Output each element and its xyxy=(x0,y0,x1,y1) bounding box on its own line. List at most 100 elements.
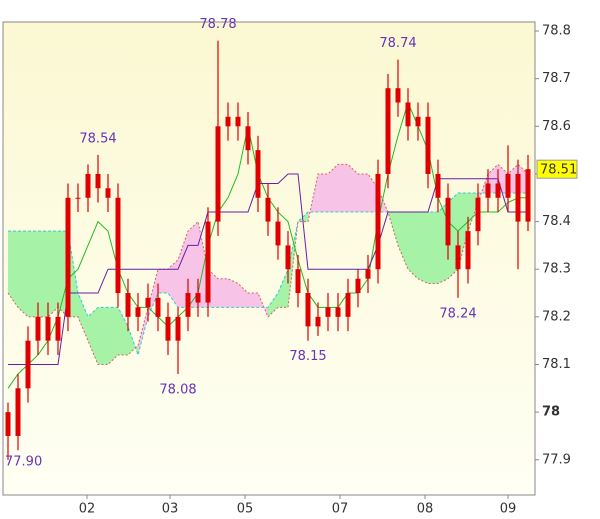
candle-body xyxy=(435,173,441,198)
candle-body xyxy=(245,126,251,151)
x-tick-label: 03 xyxy=(162,502,179,517)
span-a-line xyxy=(8,192,528,357)
candle-body xyxy=(475,197,481,232)
candle-body xyxy=(415,116,421,127)
candle-body xyxy=(255,150,261,198)
cloud-segment xyxy=(218,278,228,308)
cloud-segment xyxy=(188,221,198,308)
cloud-segment xyxy=(328,164,338,213)
cloud-segment xyxy=(248,293,258,308)
x-tick-label: 09 xyxy=(500,502,517,517)
cloud-segment xyxy=(478,173,488,203)
cloud-segment xyxy=(78,293,88,341)
candle-body xyxy=(25,340,31,389)
candle-body xyxy=(295,269,301,294)
candle-body xyxy=(125,293,131,317)
candle-body xyxy=(155,297,161,317)
y-tick-label: 78.3 xyxy=(542,262,571,277)
candle-body xyxy=(35,316,41,341)
candle-body xyxy=(105,188,111,198)
cloud-segment xyxy=(48,231,58,317)
candle-body xyxy=(225,116,231,127)
candle-body xyxy=(455,245,461,270)
cloud-segment xyxy=(18,231,28,317)
last-price-label: 78.51 xyxy=(540,163,577,178)
candle-body xyxy=(275,221,281,246)
candle-body xyxy=(305,293,311,327)
candle-body xyxy=(115,197,121,294)
candle-body xyxy=(515,173,521,222)
cloud-segment xyxy=(268,293,278,317)
cloud-segment xyxy=(428,212,438,284)
candle-body xyxy=(205,221,211,303)
cloud-segment xyxy=(158,269,168,294)
candle-body xyxy=(395,88,401,103)
candle-body xyxy=(175,316,181,341)
cloud-segment xyxy=(398,212,408,270)
cloud-segment xyxy=(238,283,248,308)
candle-body xyxy=(425,116,431,174)
last-price-box xyxy=(536,159,578,179)
candle-body xyxy=(145,297,151,308)
candle-body xyxy=(95,173,101,189)
x-tick-label: 05 xyxy=(237,502,254,517)
candle-body xyxy=(315,316,321,327)
y-tick-label: 78.8 xyxy=(542,24,571,39)
candle-body xyxy=(15,388,21,436)
annotation: 78.74 xyxy=(379,36,416,51)
candle-body xyxy=(385,88,391,174)
cloud-segment xyxy=(8,231,18,308)
annotation: 78.15 xyxy=(289,349,326,364)
y-tick-label: 78.6 xyxy=(542,119,571,134)
candle-body xyxy=(85,173,91,198)
candle-body xyxy=(505,173,511,198)
candle-body xyxy=(185,293,191,317)
candle-body xyxy=(375,173,381,270)
candle-body xyxy=(325,307,331,317)
y-tick-label: 78.2 xyxy=(542,309,571,324)
cloud-segment xyxy=(388,212,398,246)
cloud-segment xyxy=(38,231,48,317)
candle-body xyxy=(465,231,471,270)
cloud-segment xyxy=(138,307,148,355)
x-tick-label: 02 xyxy=(79,502,96,517)
cloud-segment xyxy=(258,293,268,317)
candle-body xyxy=(285,245,291,270)
annotation: 78.08 xyxy=(159,383,196,398)
y-tick-label: 78 xyxy=(542,405,560,420)
candle-body xyxy=(485,183,491,198)
span-b-line xyxy=(7,163,529,365)
candle-body xyxy=(165,316,171,341)
cloud-segment xyxy=(98,307,108,365)
cloud-segment xyxy=(108,307,118,365)
candle-body xyxy=(355,278,361,294)
candle-body xyxy=(405,102,411,127)
annotation: 77.90 xyxy=(5,454,42,469)
candle-body xyxy=(135,307,141,317)
candle-body xyxy=(335,307,341,317)
candle-body xyxy=(445,197,451,246)
candle-body xyxy=(75,197,81,199)
candle-body xyxy=(265,197,271,222)
annotation: 78.78 xyxy=(199,17,236,32)
x-tick-label: 07 xyxy=(332,502,349,517)
cloud-segment xyxy=(318,173,328,213)
cloud-segment xyxy=(278,269,288,308)
cloud-segment xyxy=(348,164,358,213)
x-tick-label: 08 xyxy=(417,502,434,517)
annotation: 78.24 xyxy=(439,306,476,321)
y-tick-label: 78.1 xyxy=(542,357,571,372)
candle-body xyxy=(5,412,11,436)
candle-body xyxy=(65,197,71,317)
cloud-segment xyxy=(228,278,238,308)
cloud-segment xyxy=(118,307,128,355)
annotation: 78.54 xyxy=(79,131,116,146)
cloud-segment xyxy=(338,164,348,213)
candle-body xyxy=(55,316,61,341)
cloud-segment xyxy=(88,307,98,365)
candle-body xyxy=(45,316,51,341)
cloud-segment xyxy=(28,231,38,317)
cloud-segment xyxy=(418,212,428,284)
candle-body xyxy=(215,126,221,222)
